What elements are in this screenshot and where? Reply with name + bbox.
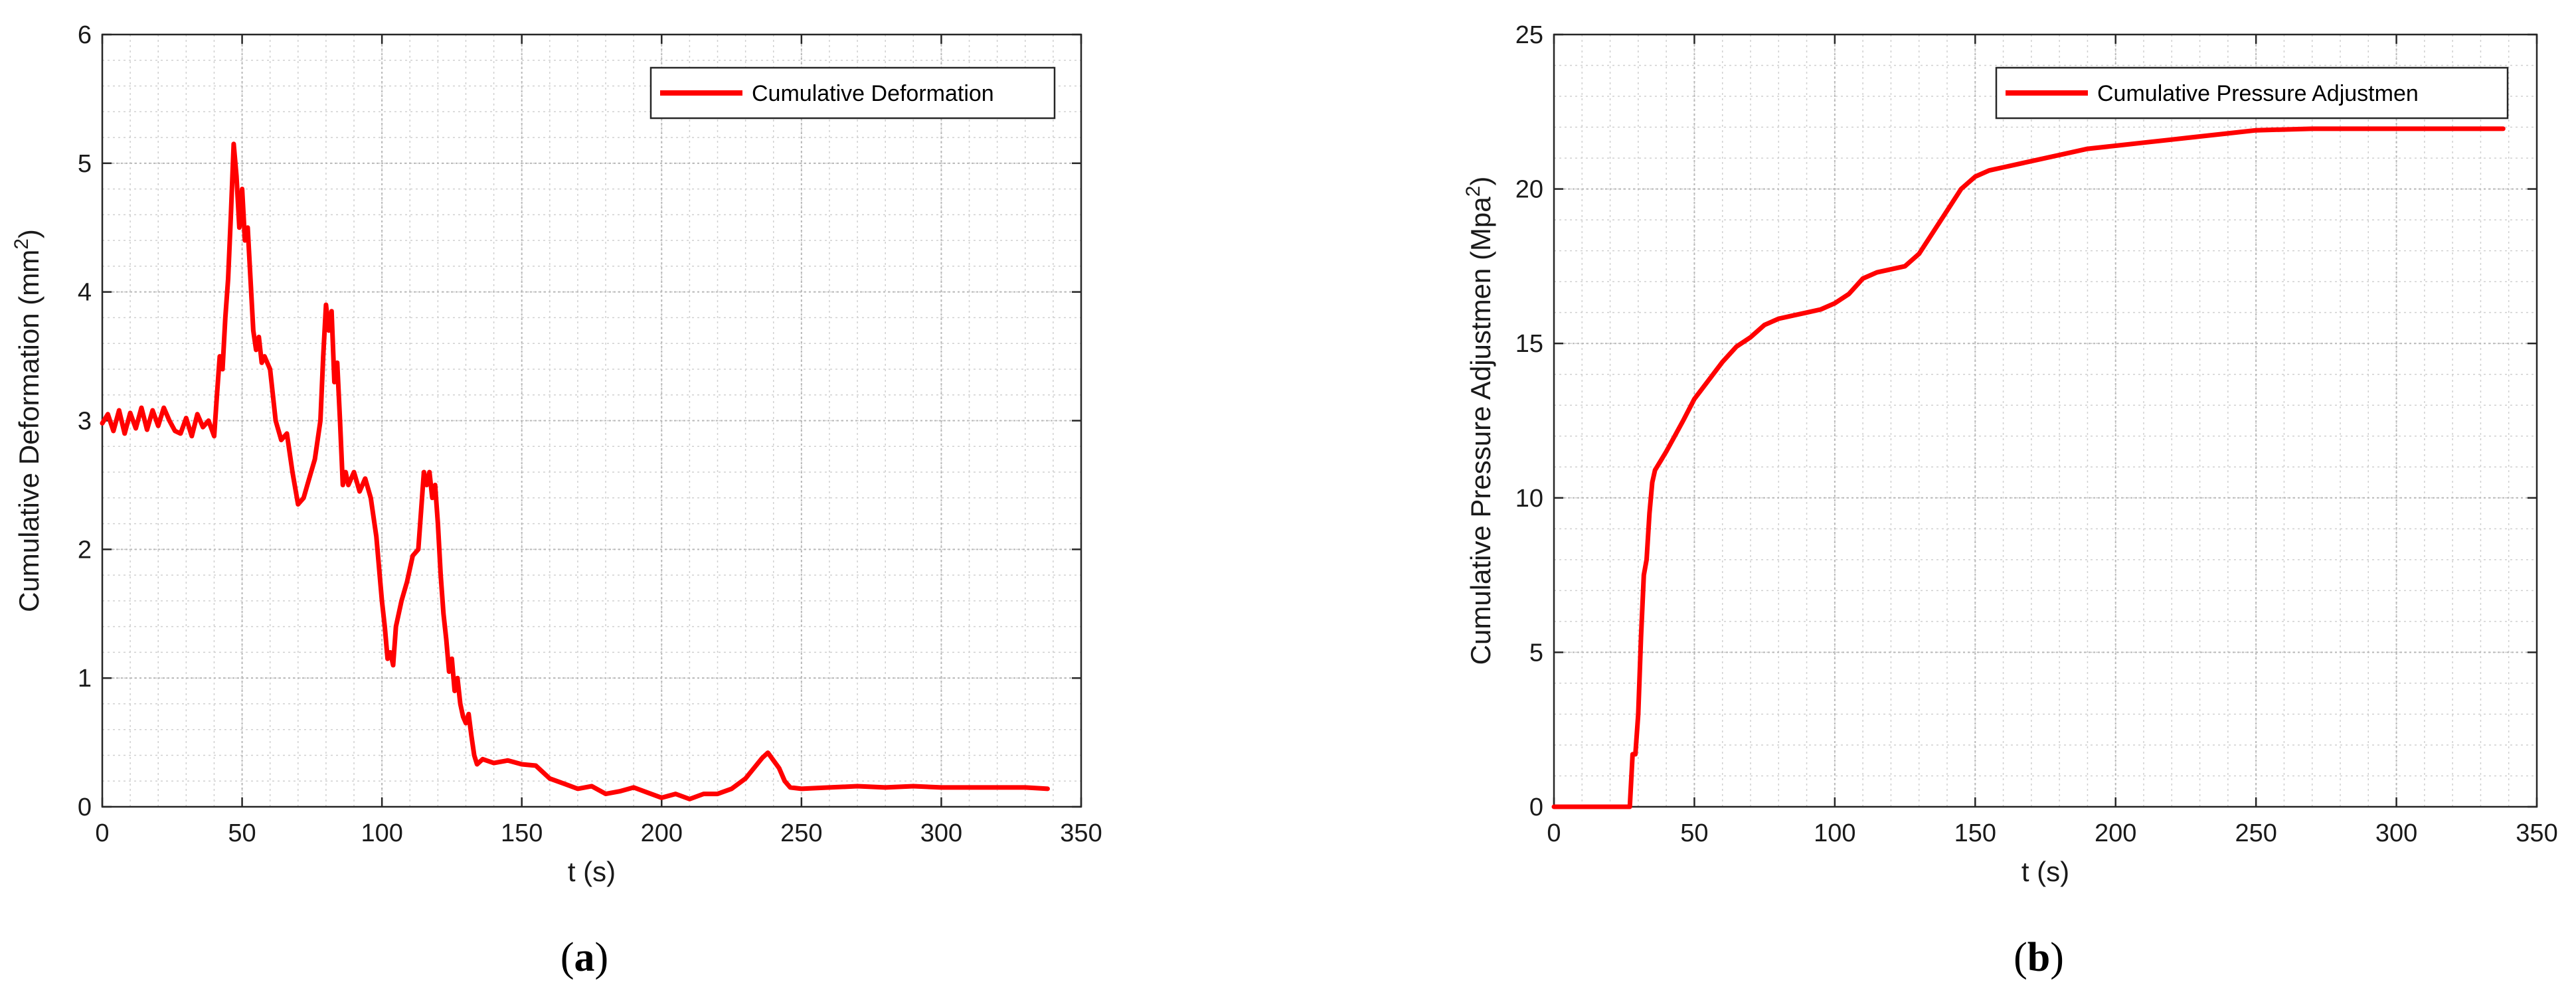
x-tick-label: 250 — [2235, 819, 2276, 847]
x-tick-label: 50 — [1680, 819, 1708, 847]
y-tick-label: 6 — [78, 21, 92, 49]
x-tick-label: 350 — [1060, 819, 1102, 847]
y-tick-label: 3 — [78, 408, 92, 436]
x-tick-label: 300 — [920, 819, 962, 847]
x-axis-label: t (s) — [568, 856, 616, 887]
chart-b: 0 50 100 150 200 250 300 350 0 5 10 15 20 25 t (s) Cumu… — [1462, 21, 2558, 980]
x-tick-label: 150 — [1954, 819, 1996, 847]
series-line — [1551, 126, 2506, 809]
legend-label: Cumulative Deformation — [752, 81, 994, 106]
y-tick-label: 20 — [1515, 176, 1543, 204]
y-axis-label: Cumulative Pressure Adjustmen (Mpa2) — [1462, 177, 1496, 665]
x-tick-label: 200 — [641, 819, 683, 847]
x-tick-label: 300 — [2375, 819, 2417, 847]
y-tick-label: 0 — [78, 793, 92, 821]
x-tick-label: 200 — [2095, 819, 2136, 847]
y-tick-label: 15 — [1515, 330, 1543, 358]
x-tick-label: 150 — [501, 819, 543, 847]
x-tick-label: 50 — [228, 819, 256, 847]
y-tick-label: 1 — [78, 665, 92, 693]
x-tick-label: 0 — [1547, 819, 1561, 847]
x-tick-label: 250 — [780, 819, 822, 847]
x-tick-label: 100 — [1814, 819, 1855, 847]
y-tick-label: 25 — [1515, 21, 1543, 49]
y-tick-label: 5 — [1529, 639, 1543, 667]
y-axis-label: Cumulative Deformation (mm2) — [11, 229, 44, 612]
chart-a: 0 50 100 150 200 250 300 350 0 1 2 3 4 5 6 t (s) Cumulat… — [11, 21, 1102, 980]
panel-label: (a) — [560, 935, 608, 980]
y-tick-label: 4 — [78, 279, 92, 307]
series-line — [100, 141, 1050, 801]
y-tick-label: 2 — [78, 536, 92, 564]
legend-label: Cumulative Pressure Adjustmen — [2097, 81, 2419, 106]
y-tick-label: 10 — [1515, 485, 1543, 513]
x-tick-label: 350 — [2516, 819, 2557, 847]
x-tick-label: 100 — [361, 819, 402, 847]
x-tick-label: 0 — [95, 819, 109, 847]
plot-frame — [1553, 33, 2538, 808]
panel-label: (b) — [2014, 935, 2064, 980]
y-tick-label: 5 — [78, 150, 92, 178]
x-axis-label: t (s) — [2021, 856, 2069, 887]
y-tick-label: 0 — [1529, 793, 1543, 821]
